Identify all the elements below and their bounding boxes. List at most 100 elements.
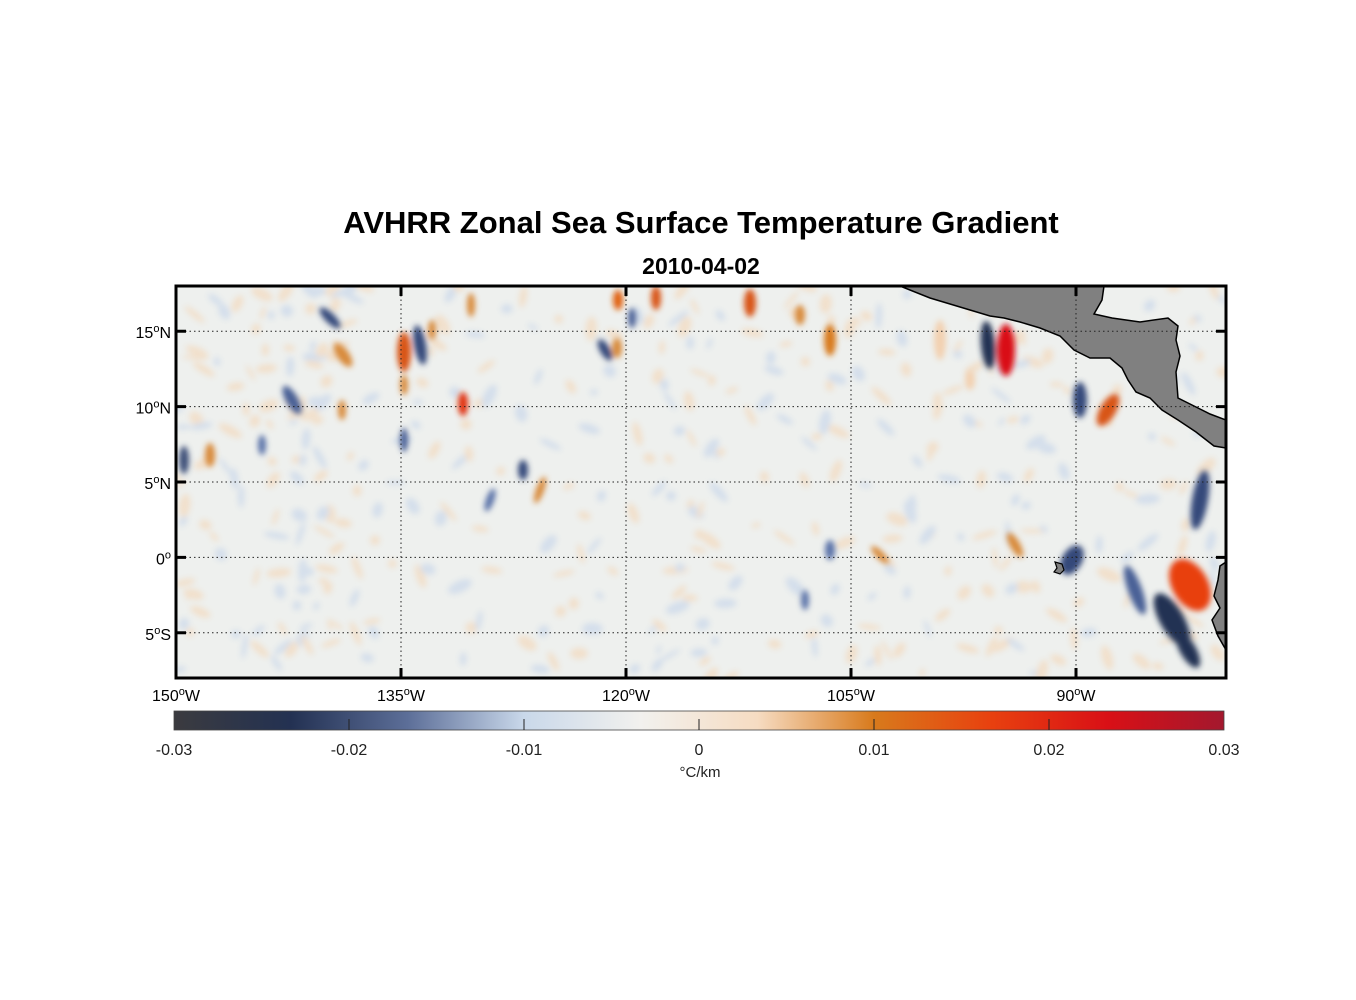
texture-blob <box>448 579 472 594</box>
texture-blob <box>629 663 641 674</box>
texture-blob <box>253 567 260 586</box>
gradient-feature <box>801 590 809 610</box>
texture-blob <box>530 664 550 674</box>
texture-blob <box>570 647 588 660</box>
texture-blob <box>292 600 302 611</box>
texture-blob <box>881 640 893 660</box>
texture-blob <box>428 441 441 459</box>
texture-blob <box>259 399 279 413</box>
texture-blob <box>301 635 314 655</box>
texture-blob <box>883 563 896 575</box>
texture-blob <box>186 627 195 637</box>
texture-blob <box>658 340 665 355</box>
texture-blob <box>627 503 640 524</box>
texture-blob <box>1006 637 1025 651</box>
texture-blob <box>957 585 971 600</box>
texture-blob <box>1216 366 1226 378</box>
texture-blob <box>764 365 784 376</box>
texture-blob <box>277 622 287 635</box>
land-south-america <box>1211 561 1226 652</box>
texture-blob <box>709 482 728 502</box>
texture-blob <box>296 584 311 595</box>
texture-blob <box>514 404 528 422</box>
texture-blob <box>351 556 363 579</box>
land-masses <box>899 286 1226 652</box>
texture-blob <box>565 379 577 394</box>
texture-blob <box>298 559 307 583</box>
gradient-feature <box>1006 532 1024 558</box>
texture-blob <box>707 375 716 386</box>
texture-blob <box>1112 384 1123 395</box>
texture-blob <box>501 304 513 314</box>
colorbar-tick-label: -0.02 <box>331 742 368 759</box>
texture-blob <box>1188 343 1198 352</box>
texture-blob <box>677 316 692 338</box>
texture-blob <box>587 537 602 555</box>
gradient-feature <box>1169 559 1211 611</box>
texture-blob <box>903 500 917 523</box>
texture-blob <box>996 472 1014 483</box>
texture-blob <box>209 531 219 542</box>
texture-blob <box>773 530 795 545</box>
texture-blob <box>896 330 908 347</box>
texture-blob <box>517 635 537 651</box>
texture-blob <box>1005 583 1019 595</box>
texture-blob <box>349 589 360 607</box>
texture-blob <box>757 393 774 411</box>
texture-blob <box>681 594 698 602</box>
texture-blob <box>230 468 239 490</box>
texture-blob <box>270 655 282 671</box>
texture-blob <box>919 668 926 677</box>
texture-blob <box>237 485 245 508</box>
texture-blob <box>1101 645 1114 670</box>
texture-blob <box>1020 414 1031 425</box>
texture-blob <box>274 639 293 655</box>
texture-blob <box>893 642 906 658</box>
texture-blob <box>671 585 687 600</box>
texture-blob <box>185 345 209 358</box>
land-central-america <box>899 286 1226 449</box>
texture-blob <box>352 485 362 497</box>
texture-blob <box>937 474 961 484</box>
texture-blob <box>325 286 342 296</box>
texture-blob <box>776 414 793 425</box>
texture-blob <box>607 566 619 576</box>
colorbar-tick-label: -0.03 <box>156 742 193 759</box>
texture-blob <box>919 525 936 545</box>
texture-blob <box>874 645 882 666</box>
texture-blob <box>902 289 912 299</box>
texture-blob <box>825 380 834 392</box>
texture-blob <box>241 633 248 659</box>
texture-blob <box>250 640 269 658</box>
texture-blob <box>1036 659 1048 678</box>
texture-blob <box>652 368 664 384</box>
texture-blob <box>1160 436 1176 446</box>
texture-blob <box>972 530 997 540</box>
texture-blob <box>347 451 354 461</box>
texture-blob <box>887 557 896 569</box>
texture-blob <box>674 286 691 300</box>
texture-blob <box>185 590 191 601</box>
gradient-feature <box>744 289 756 317</box>
texture-blob <box>316 506 330 520</box>
texture-blob <box>1080 627 1097 638</box>
texture-blob <box>363 618 381 625</box>
texture-blob <box>1177 535 1188 557</box>
texture-blob <box>858 482 872 488</box>
gradient-feature <box>533 476 547 504</box>
texture-blob <box>957 532 965 542</box>
texture-blob <box>471 525 489 533</box>
texture-blob <box>427 345 434 357</box>
texture-blob <box>1181 517 1191 532</box>
texture-blob <box>385 480 406 485</box>
map-field <box>176 286 1226 678</box>
texture-blob <box>954 339 963 353</box>
texture-blob <box>690 648 707 658</box>
texture-blob <box>963 414 977 428</box>
texture-blob <box>1160 479 1177 490</box>
gradient-feature <box>400 428 408 452</box>
texture-blob <box>291 455 300 464</box>
texture-blob <box>370 535 380 546</box>
texture-blob <box>534 368 543 385</box>
texture-blob <box>464 445 474 462</box>
